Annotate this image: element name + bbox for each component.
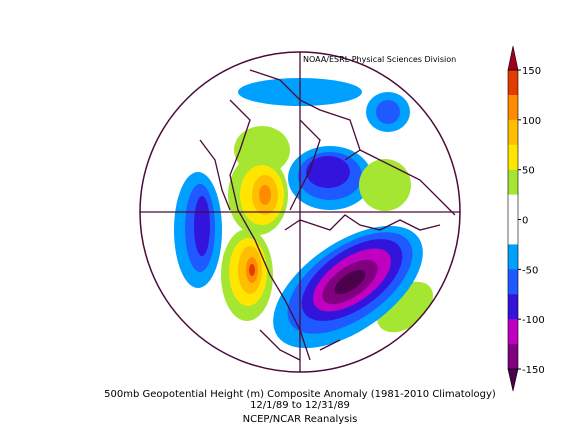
colorbar-band [508,70,518,96]
colorbar-tick-label: 50 [522,166,535,177]
colorbar-band [508,244,518,270]
colorbar-tick-label: 100 [522,116,541,127]
colorbar: 150 100 50 0 -50 -100 -150 [507,45,545,392]
colorbar-band [508,144,518,171]
colorbar-band [508,294,518,320]
colorbar-band [508,169,518,196]
colorbar-band [508,269,518,295]
colorbar-tick-label: -100 [522,315,545,326]
colorbar-band [508,119,518,146]
colorbar-band [508,194,518,220]
anomaly-field [174,69,456,361]
colorbar-band [508,94,518,121]
colorbar-arrow [507,368,519,392]
colorbar-arrow [507,45,519,71]
caption: 500mb Geopotential Height (m) Composite … [104,389,496,400]
colorbar-tick-label: 150 [522,66,541,77]
colorbar-band [508,319,518,345]
colorbar-tick-label: -50 [522,265,538,276]
caption: NCEP/NCAR Reanalysis [243,414,358,425]
colorbar-band [508,219,518,245]
colorbar-tick-label: -150 [522,365,545,376]
colorbar-band [508,344,518,370]
colorbar-tick-label: 0 [522,216,528,227]
caption: 12/1/89 to 12/31/89 [250,400,350,411]
credit: NOAA/ESRL Physical Sciences Division [303,55,456,64]
